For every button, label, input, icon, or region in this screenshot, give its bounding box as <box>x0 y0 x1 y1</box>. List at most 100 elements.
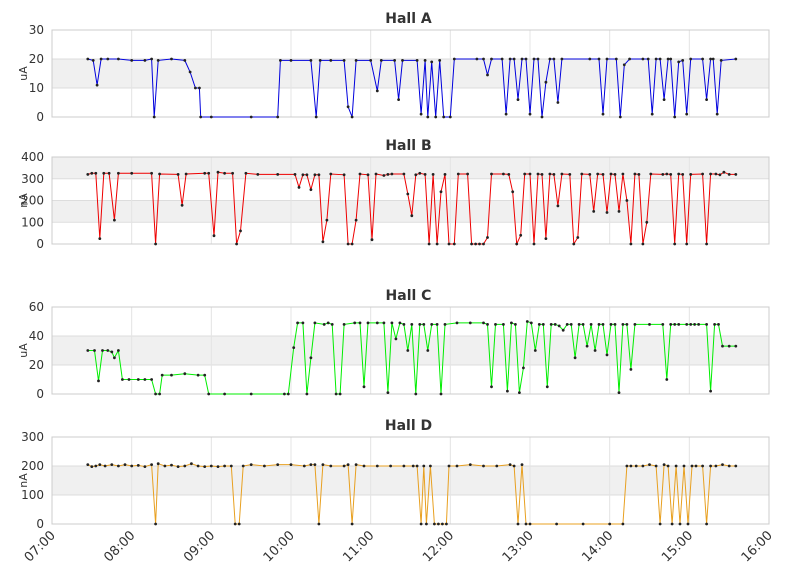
data-point <box>86 173 90 176</box>
y-tick-label: 0 <box>36 110 44 124</box>
data-point <box>389 464 392 468</box>
data-point <box>618 115 622 119</box>
data-point <box>170 463 173 467</box>
data-point <box>429 464 432 468</box>
data-point <box>665 378 669 381</box>
data-point <box>194 86 197 90</box>
data-point <box>648 323 651 326</box>
series-markers <box>86 57 738 119</box>
data-point <box>402 464 406 468</box>
data-point <box>701 57 704 61</box>
data-point <box>669 57 673 61</box>
plot-frame <box>51 156 770 245</box>
data-point <box>662 98 666 101</box>
data-point <box>544 80 548 84</box>
data-point <box>93 349 96 352</box>
data-point <box>621 522 625 526</box>
data-point <box>216 170 220 174</box>
data-point <box>510 321 513 325</box>
data-point <box>293 173 297 176</box>
data-point <box>689 323 693 326</box>
data-point <box>249 115 253 119</box>
data-point <box>452 242 456 246</box>
data-point <box>99 57 103 61</box>
y-tick-label: 20 <box>29 52 44 66</box>
data-point <box>549 323 553 326</box>
data-point <box>701 464 704 468</box>
data-point <box>170 57 173 61</box>
data-point <box>350 242 354 246</box>
data-point <box>512 57 516 61</box>
data-point <box>386 173 390 176</box>
data-point <box>97 379 100 383</box>
data-point <box>508 57 512 61</box>
data-point <box>106 349 110 352</box>
x-axis: 07:00 08:00 09:00 10:00 11:00 12:00 13:00 14:00… <box>22 528 776 565</box>
data-point <box>734 173 738 176</box>
data-point <box>244 171 248 175</box>
data-point <box>520 57 524 61</box>
y-tick-label: 100 <box>21 488 44 502</box>
data-point <box>613 323 617 326</box>
data-point <box>256 173 260 176</box>
data-point <box>548 57 552 61</box>
data-point <box>709 172 712 176</box>
data-point <box>445 522 448 526</box>
data-point <box>326 321 330 325</box>
data-point <box>609 323 613 326</box>
data-point <box>694 464 698 468</box>
data-point <box>143 465 147 468</box>
data-point <box>532 242 536 246</box>
data-point <box>576 236 580 239</box>
data-point <box>482 464 485 468</box>
data-point <box>402 172 406 176</box>
data-point <box>478 242 481 246</box>
data-point <box>249 463 253 466</box>
data-point <box>86 349 90 352</box>
data-point <box>448 115 452 119</box>
data-point <box>629 368 633 371</box>
data-point <box>585 344 589 348</box>
data-point <box>170 373 173 377</box>
data-point <box>313 463 317 466</box>
data-point <box>674 464 678 468</box>
data-point <box>342 59 346 62</box>
data-point <box>276 115 280 119</box>
data-point <box>127 378 131 381</box>
data-point <box>117 171 120 175</box>
data-point <box>596 172 600 176</box>
data-point <box>693 323 696 326</box>
data-point <box>722 170 726 174</box>
data-point <box>482 321 485 325</box>
data-point <box>158 392 162 396</box>
data-point <box>176 173 180 176</box>
data-point <box>673 323 677 326</box>
data-point <box>419 112 423 116</box>
data-point <box>330 323 334 326</box>
data-point <box>573 356 577 360</box>
data-point <box>321 463 325 466</box>
data-point <box>207 171 211 175</box>
data-point <box>107 171 111 175</box>
data-point <box>511 190 515 194</box>
y-tick-label: 0 <box>36 237 44 251</box>
data-point <box>502 323 505 326</box>
data-point <box>536 172 540 176</box>
data-point <box>681 173 685 176</box>
x-tick-label: 08:00 <box>101 528 138 565</box>
data-point <box>154 242 158 246</box>
data-point <box>697 323 700 326</box>
data-point <box>101 349 104 352</box>
data-point <box>532 57 536 61</box>
data-point <box>297 186 301 189</box>
data-point <box>686 522 690 526</box>
data-point <box>163 464 167 468</box>
data-point <box>362 385 366 389</box>
data-point <box>528 522 532 526</box>
data-point <box>414 173 418 177</box>
data-point <box>512 464 516 468</box>
y-axis-label: nA <box>17 473 30 488</box>
data-point <box>533 349 537 352</box>
data-point <box>677 172 681 176</box>
data-point <box>719 59 723 62</box>
